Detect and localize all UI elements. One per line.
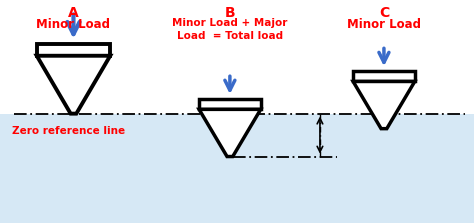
Text: Minor Load: Minor Load xyxy=(36,18,110,31)
Bar xyxy=(199,99,261,109)
Text: Minor Load: Minor Load xyxy=(347,18,421,31)
Text: C: C xyxy=(379,6,389,21)
Bar xyxy=(37,44,110,56)
Text: Zero reference line: Zero reference line xyxy=(12,126,125,136)
Text: Load  = Total load: Load = Total load xyxy=(177,31,283,41)
Text: A: A xyxy=(68,6,79,21)
Text: B: B xyxy=(225,6,235,21)
Polygon shape xyxy=(199,109,261,157)
Polygon shape xyxy=(353,81,415,129)
Bar xyxy=(0,114,474,223)
Bar xyxy=(353,71,415,81)
Text: Minor Load + Major: Minor Load + Major xyxy=(172,18,288,28)
Polygon shape xyxy=(37,56,110,114)
